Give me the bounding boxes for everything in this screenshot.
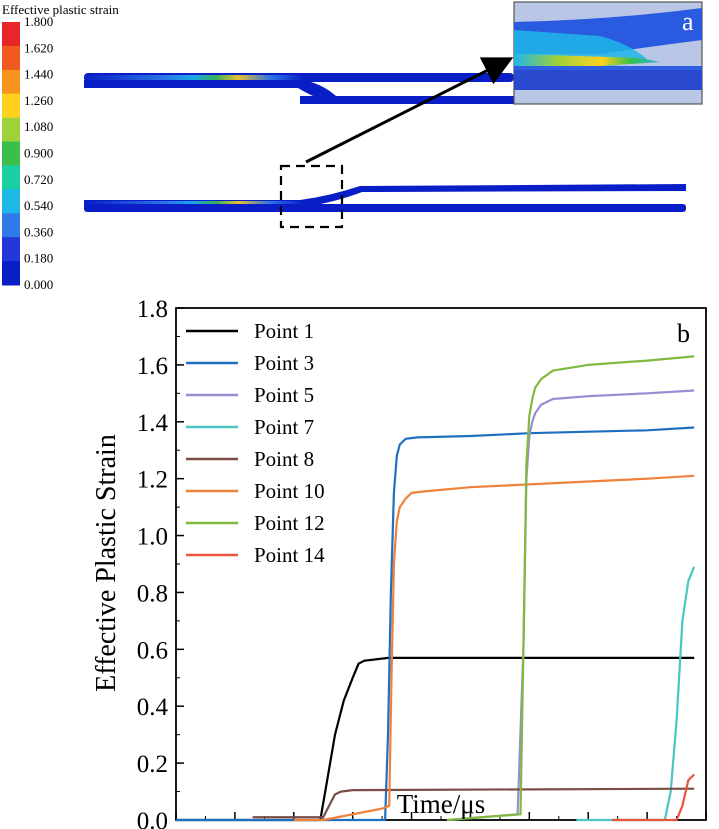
zoom-region-box xyxy=(279,164,344,229)
colorbar-tick-label: 0.540 xyxy=(24,198,53,213)
legend-label-point-10: Point 10 xyxy=(254,479,325,503)
legend-label-point-7: Point 7 xyxy=(254,415,314,439)
colorbar-swatch xyxy=(2,237,20,262)
colorbar-swatch xyxy=(2,69,20,95)
y-tick-label: 1.4 xyxy=(137,410,169,437)
y-axis-label: Effective Plastic Strain xyxy=(91,434,122,692)
colorbar-title: Effective plastic strain xyxy=(2,2,119,17)
x-tick-label: 2 xyxy=(288,827,301,829)
colorbar-swatch xyxy=(2,261,20,286)
y-axis: 0.0 0.2 0.4 0.6 0.8 1.0 1.2 1.4 1.6 1.8 xyxy=(137,296,184,829)
series-line-point-12 xyxy=(446,355,695,822)
zoom-inset: a xyxy=(513,1,703,105)
legend-label-point-3: Point 3 xyxy=(254,351,314,375)
colorbar-swatch xyxy=(2,189,20,214)
colorbar: 1.800 1.620 1.440 1.260 1.080 0.900 0.720 0.540… xyxy=(2,14,53,292)
series-line-point-5 xyxy=(446,389,695,822)
colorbar-swatch xyxy=(2,141,20,166)
series-line-point-1 xyxy=(176,656,695,822)
legend-label-point-14: Point 14 xyxy=(254,543,325,567)
series-line-point-7 xyxy=(576,566,696,822)
x-tick-label: 7 xyxy=(582,827,595,829)
y-tick-label: 1.0 xyxy=(137,524,168,551)
colorbar-tick-label: 1.440 xyxy=(24,67,53,82)
panel-b-label: b xyxy=(677,319,690,348)
x-tick-label: 4 xyxy=(405,827,418,829)
panel-a: Effective plastic strain 1.800 1.620 1.440… xyxy=(2,1,703,292)
legend-label-point-8: Point 8 xyxy=(254,447,314,471)
x-tick-label: 9 xyxy=(700,827,713,829)
series-lines xyxy=(176,355,696,822)
upper-base-plate xyxy=(300,96,514,104)
y-tick-label: 1.6 xyxy=(137,353,168,380)
x-tick-label: 6 xyxy=(523,827,536,829)
y-tick-label: 0.0 xyxy=(137,808,168,829)
series-line-point-3 xyxy=(176,426,695,822)
panel-b: 0.0 0.2 0.4 0.6 0.8 1.0 1.2 1.4 1.6 1.8 0 1 2 3 4 5 6 7 8… xyxy=(91,296,712,829)
x-tick-label: 5 xyxy=(464,827,477,829)
legend-label-point-5: Point 5 xyxy=(254,383,314,407)
colorbar-tick-label: 1.080 xyxy=(24,119,53,134)
x-tick-label: 0 xyxy=(170,827,183,829)
colorbar-tick-label: 0.360 xyxy=(24,224,53,239)
series-line-point-14 xyxy=(611,773,695,822)
colorbar-swatch xyxy=(2,165,20,190)
colorbar-swatch xyxy=(2,213,20,238)
x-tick-label: 8 xyxy=(641,827,654,829)
zoom-arrow xyxy=(305,57,514,164)
y-tick-label: 1.2 xyxy=(137,467,168,494)
legend-label-point-1: Point 1 xyxy=(254,319,314,343)
y-tick-label: 0.8 xyxy=(137,580,168,607)
panel-a-label: a xyxy=(682,7,694,36)
simulation-lower xyxy=(84,184,686,212)
colorbar-tick-label: 0.720 xyxy=(24,172,53,187)
colorbar-tick-label: 1.260 xyxy=(24,93,53,108)
x-tick-label: 1 xyxy=(229,827,242,829)
series-line-point-10 xyxy=(293,474,695,822)
y-tick-label: 0.6 xyxy=(137,637,168,664)
y-tick-label: 0.4 xyxy=(137,694,169,721)
lower-base-plate xyxy=(84,204,686,212)
colorbar-swatch xyxy=(2,45,20,71)
legend-label-point-12: Point 12 xyxy=(254,511,325,535)
x-axis-label: Time/μs xyxy=(397,789,486,819)
x-tick-label: 3 xyxy=(346,827,359,829)
colorbar-swatch xyxy=(2,93,20,119)
simulation-upper xyxy=(84,73,514,104)
colorbar-swatch xyxy=(2,22,20,47)
colorbar-tick-label: 0.900 xyxy=(24,146,53,161)
colorbar-tick-label: 0.180 xyxy=(24,251,53,266)
y-tick-label: 0.2 xyxy=(137,751,168,778)
colorbar-swatch xyxy=(2,117,20,143)
colorbar-tick-label: 0.000 xyxy=(24,277,53,292)
colorbar-tick-label: 1.800 xyxy=(24,14,53,29)
y-tick-label: 1.8 xyxy=(137,296,168,323)
series-line-point-8 xyxy=(252,787,695,819)
legend: Point 1 Point 3 Point 5 Point 7 Point 8 Point… xyxy=(186,319,325,567)
colorbar-tick-label: 1.620 xyxy=(24,40,53,55)
